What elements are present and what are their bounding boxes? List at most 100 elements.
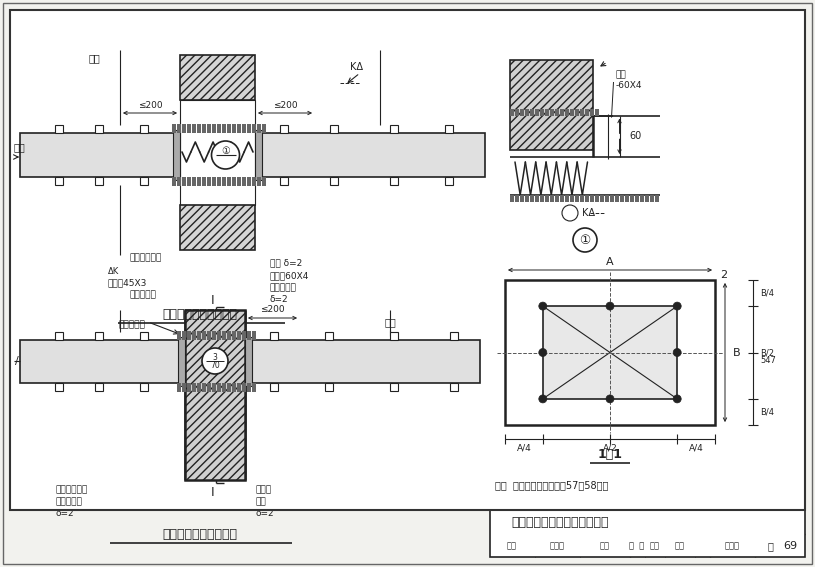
Bar	[390, 383, 398, 391]
Text: I: I	[211, 294, 215, 307]
Bar	[95, 383, 103, 391]
Bar	[187, 331, 191, 340]
Bar	[212, 331, 216, 340]
Bar	[55, 177, 63, 185]
Bar	[212, 177, 216, 186]
Bar	[55, 383, 63, 391]
Text: 2: 2	[720, 270, 727, 280]
Bar	[530, 195, 534, 202]
Bar	[620, 195, 624, 202]
Bar	[650, 195, 654, 202]
Bar	[180, 100, 255, 205]
Bar	[585, 109, 589, 116]
Bar	[237, 124, 241, 133]
Text: KΔ: KΔ	[350, 62, 363, 72]
Bar	[635, 195, 639, 202]
Text: 陈英华: 陈英华	[725, 541, 739, 551]
Bar	[197, 331, 201, 340]
Bar	[570, 195, 574, 202]
Bar	[330, 177, 338, 185]
Bar	[510, 195, 514, 202]
Bar	[555, 195, 559, 202]
Text: KΔ: KΔ	[582, 208, 595, 218]
Bar	[450, 383, 458, 391]
Bar	[580, 195, 584, 202]
Bar	[535, 109, 539, 116]
Bar	[140, 383, 148, 391]
Bar	[247, 383, 251, 392]
Bar	[550, 109, 554, 116]
Bar	[177, 331, 181, 340]
Bar	[242, 383, 246, 392]
Bar	[232, 177, 236, 186]
Bar	[207, 331, 211, 340]
Bar	[20, 340, 185, 383]
Circle shape	[539, 302, 547, 310]
Text: 气流: 气流	[14, 142, 26, 152]
Circle shape	[562, 205, 578, 221]
Bar	[640, 195, 644, 202]
Bar	[217, 383, 221, 392]
Bar	[252, 124, 256, 133]
Bar	[575, 109, 579, 116]
Bar	[450, 332, 458, 340]
Bar	[187, 383, 191, 392]
Bar	[255, 130, 262, 180]
Bar	[140, 125, 148, 133]
Text: 风管: 风管	[255, 497, 266, 506]
Bar	[245, 337, 252, 386]
Text: 3: 3	[213, 353, 218, 362]
Bar	[280, 177, 288, 185]
Bar	[515, 195, 519, 202]
Bar	[177, 124, 181, 133]
Text: 预埋钢套管: 预埋钢套管	[55, 497, 82, 506]
Bar	[180, 55, 255, 100]
Bar	[575, 195, 579, 202]
Bar	[207, 383, 211, 392]
Bar	[192, 383, 196, 392]
Bar	[445, 125, 453, 133]
Text: δ=2: δ=2	[270, 294, 289, 303]
Bar	[330, 125, 338, 133]
Bar	[590, 109, 594, 116]
Text: 讫吾: 讫吾	[650, 541, 660, 551]
Bar	[247, 331, 251, 340]
Bar	[560, 109, 564, 116]
Text: I: I	[211, 485, 215, 498]
Circle shape	[539, 395, 547, 403]
Bar	[565, 195, 569, 202]
Bar	[247, 177, 251, 186]
Text: ≤200: ≤200	[138, 100, 162, 109]
Text: 防火阀: 防火阀	[255, 485, 271, 494]
Bar	[545, 109, 549, 116]
Bar	[173, 130, 180, 180]
Bar	[237, 331, 241, 340]
Bar	[185, 310, 245, 480]
Circle shape	[573, 228, 597, 252]
Bar	[227, 124, 231, 133]
Text: ΔK: ΔK	[108, 268, 119, 277]
Bar	[207, 177, 211, 186]
Bar	[242, 177, 246, 186]
Bar	[585, 195, 589, 202]
Bar	[560, 195, 564, 202]
Bar	[540, 109, 544, 116]
Circle shape	[539, 349, 547, 357]
Text: 挡圈－60X4: 挡圈－60X4	[270, 272, 310, 281]
Text: 吊杆: 吊杆	[384, 317, 396, 327]
Bar	[222, 331, 226, 340]
Bar	[222, 177, 226, 186]
Bar	[510, 60, 593, 150]
Bar	[565, 109, 569, 116]
Text: 70: 70	[210, 361, 220, 370]
Bar	[515, 109, 519, 116]
Text: 预埋钢套管: 预埋钢套管	[270, 284, 297, 293]
Bar	[600, 195, 604, 202]
Text: 设计: 设计	[675, 541, 685, 551]
Text: 69: 69	[783, 541, 797, 551]
Circle shape	[673, 349, 681, 357]
Bar	[245, 340, 480, 383]
Bar	[242, 331, 246, 340]
Bar	[270, 383, 278, 391]
Bar	[525, 195, 529, 202]
